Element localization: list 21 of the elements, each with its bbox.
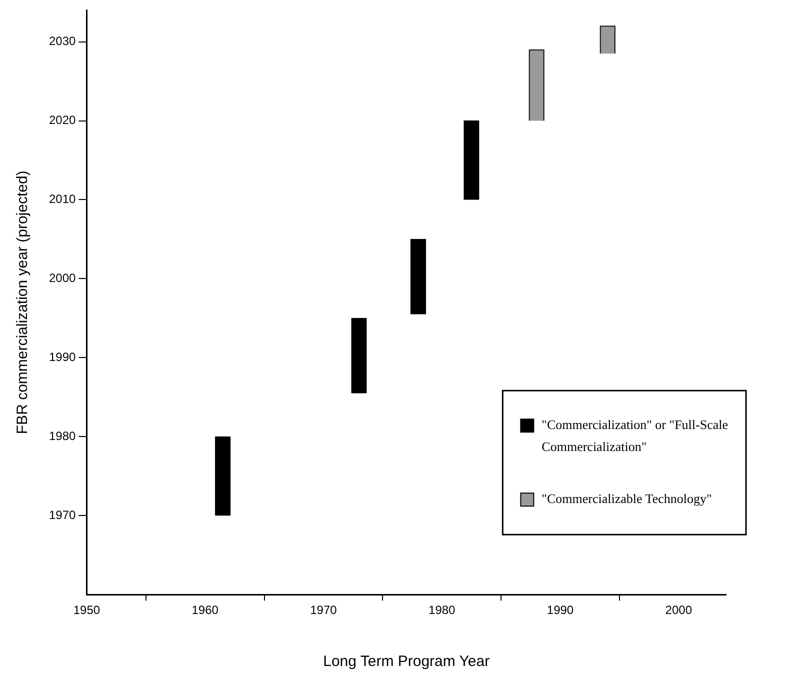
x-tick-label: 1950 [73, 603, 100, 618]
x-tick-label: 1970 [310, 603, 338, 618]
y-tick-label: 1990 [48, 350, 76, 364]
bar [351, 318, 367, 394]
x-tick-label: 2000 [665, 603, 692, 618]
x-axis-title: Long Term Program Year [323, 653, 490, 670]
y-tick-label: 2030 [48, 34, 76, 48]
y-tick-label: 2010 [48, 192, 76, 206]
bar [410, 238, 426, 314]
y-axis-title: FBR commercialization year (projected) [14, 170, 32, 434]
y-tick-label: 2020 [48, 113, 76, 128]
bar [215, 436, 231, 516]
y-tick-label: 1980 [48, 428, 76, 443]
bar [464, 120, 480, 200]
x-tick-label: 1960 [192, 603, 219, 618]
x-tick-label: 1980 [428, 603, 456, 618]
x-tick-label: 1990 [546, 603, 574, 618]
legend-label: "Commercialization" or "Full-Scale Commercialization" [542, 417, 728, 454]
y-tick-label: 2000 [48, 271, 76, 286]
y-tick-label: 1970 [48, 508, 76, 522]
legend-label: "Commercializable Technology" [542, 491, 712, 506]
